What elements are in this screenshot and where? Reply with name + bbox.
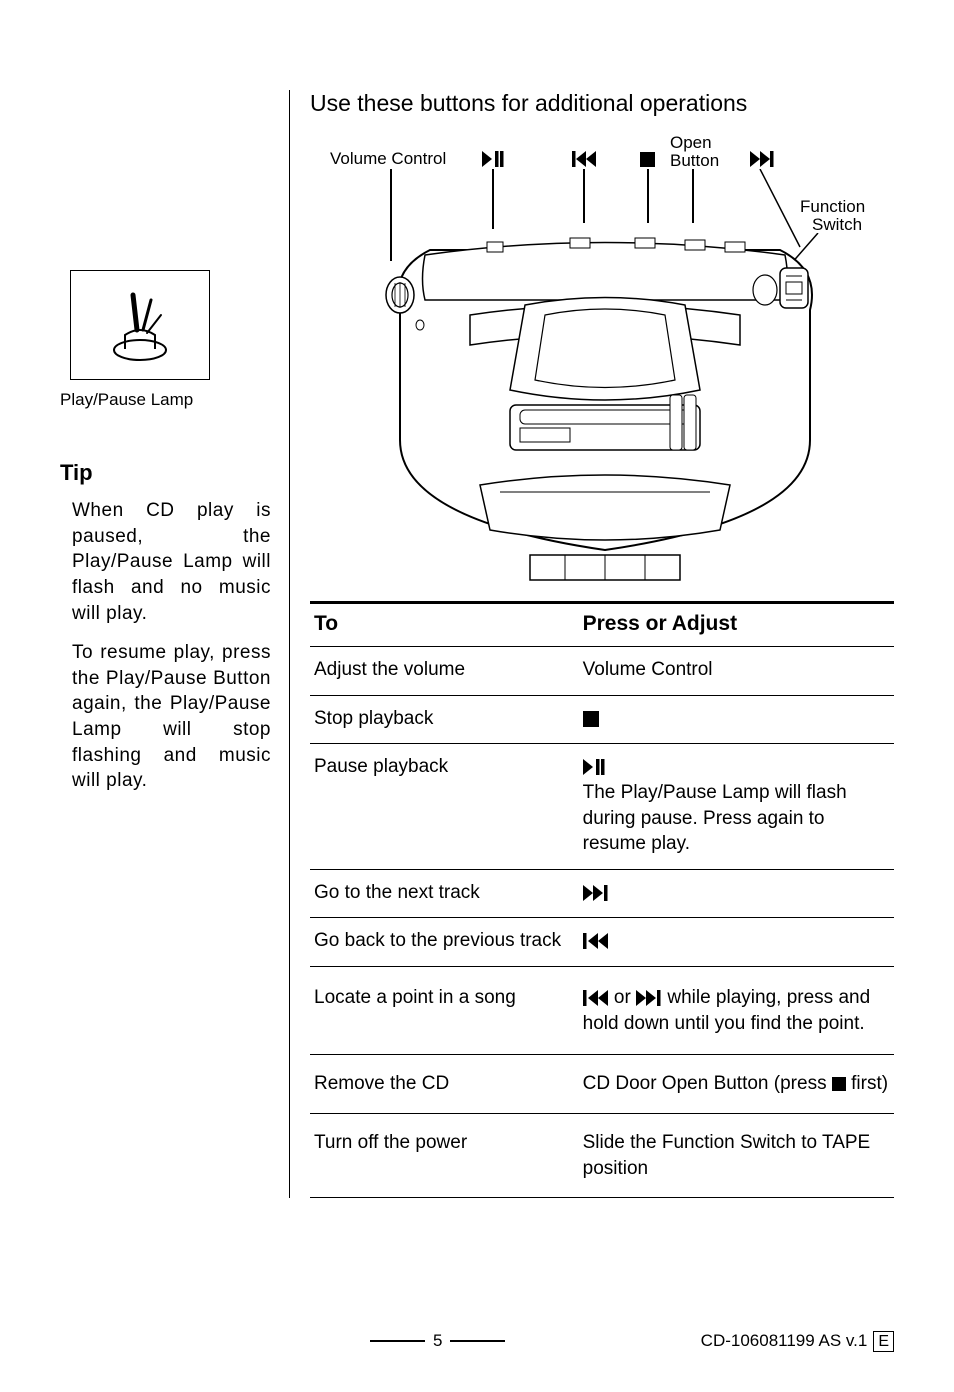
page-footer: 5 CD-106081199 AS v.1 E <box>60 1331 894 1352</box>
boombox-illustration <box>370 210 840 590</box>
table-row: Remove the CD CD Door Open Button (press… <box>310 1055 894 1114</box>
operations-table: To Press or Adjust Adjust the volume Vol… <box>310 601 894 1198</box>
cell-to: Pause playback <box>310 744 579 870</box>
cell-press <box>579 869 894 918</box>
table-row: Go back to the previous track <box>310 918 894 967</box>
cell-to: Go to the next track <box>310 869 579 918</box>
col-header-to: To <box>310 603 579 647</box>
cell-to: Adjust the volume <box>310 647 579 696</box>
skip-forward-icon <box>750 151 774 167</box>
cell-press <box>579 918 894 967</box>
table-row: Go to the next track <box>310 869 894 918</box>
cell-press: The Play/Pause Lamp will flash during pa… <box>579 744 894 870</box>
table-row: Locate a point in a song or while playin… <box>310 967 894 1055</box>
left-sidebar: Play/Pause Lamp Tip When CD play is paus… <box>60 90 290 1198</box>
footer-page-number: 5 <box>370 1331 505 1351</box>
col-header-press: Press or Adjust <box>579 603 894 647</box>
section-heading: Use these buttons for additional operati… <box>310 90 894 117</box>
label-open-button-l1: Open <box>670 133 712 153</box>
stop-icon <box>583 711 599 727</box>
remove-pre: CD Door Open Button (press <box>583 1073 832 1094</box>
skip-forward-icon <box>583 885 609 901</box>
doc-code: CD-106081199 AS v.1 <box>701 1331 868 1351</box>
play-pause-icon <box>583 759 605 775</box>
footer-doc-code: CD-106081199 AS v.1 E <box>701 1331 894 1352</box>
cell-press: Volume Control <box>579 647 894 696</box>
tip-para-2: To resume play, press the Play/Pause But… <box>72 640 271 794</box>
device-diagram: Volume Control Open Button <box>310 125 894 595</box>
cell-to: Stop playback <box>310 695 579 744</box>
table-row: Turn off the power Slide the Function Sw… <box>310 1114 894 1198</box>
cell-to: Turn off the power <box>310 1114 579 1198</box>
page-number: 5 <box>433 1331 442 1351</box>
cell-to: Locate a point in a song <box>310 967 579 1055</box>
cell-to: Go back to the previous track <box>310 918 579 967</box>
play-pause-lamp-illustration <box>70 270 210 380</box>
skip-back-icon <box>572 151 596 167</box>
main-content: Use these buttons for additional operati… <box>290 90 894 1198</box>
table-row: Pause playback The Play/Pause Lamp will … <box>310 744 894 870</box>
skip-back-icon <box>583 990 609 1006</box>
skip-back-icon <box>583 933 609 949</box>
tip-body: When CD play is paused, the Play/Pause L… <box>60 498 271 794</box>
table-row: Stop playback <box>310 695 894 744</box>
play-pause-icon <box>482 151 504 167</box>
stop-icon <box>832 1077 846 1091</box>
table-row: Adjust the volume Volume Control <box>310 647 894 696</box>
cell-press: Slide the Function Switch to TAPE positi… <box>579 1114 894 1198</box>
locate-mid: or <box>609 987 636 1008</box>
tip-heading: Tip <box>60 460 271 486</box>
cell-press: or while playing, press and hold down un… <box>579 967 894 1055</box>
cell-press: CD Door Open Button (press first) <box>579 1055 894 1114</box>
e-box: E <box>873 1331 894 1352</box>
tip-para-1: When CD play is paused, the Play/Pause L… <box>72 498 271 626</box>
cell-to: Remove the CD <box>310 1055 579 1114</box>
lamp-icon <box>105 285 175 365</box>
stop-icon <box>640 152 655 167</box>
lamp-caption: Play/Pause Lamp <box>60 390 271 410</box>
cell-press <box>579 695 894 744</box>
label-volume-control: Volume Control <box>330 149 446 169</box>
skip-forward-icon <box>636 990 662 1006</box>
label-open-button-l2: Button <box>670 151 719 171</box>
pause-text: The Play/Pause Lamp will flash during pa… <box>583 782 847 854</box>
remove-post: first) <box>846 1073 888 1094</box>
